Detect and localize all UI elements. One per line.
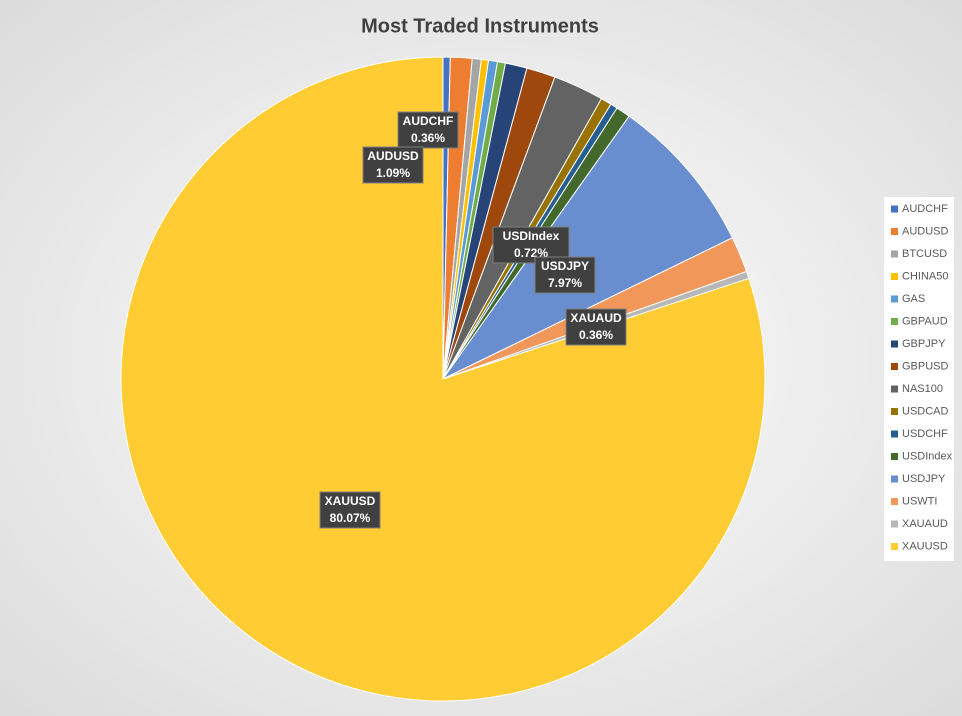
legend-swatch <box>891 408 898 415</box>
data-label: USDJPY 7.97% <box>534 256 596 294</box>
legend-label: CHINA50 <box>902 270 948 282</box>
legend-swatch <box>891 498 898 505</box>
legend-swatch <box>891 453 898 460</box>
legend-swatch <box>891 363 898 370</box>
legend-label: USWTI <box>902 495 937 507</box>
legend-label: GBPUSD <box>902 360 949 372</box>
data-label-value: 80.07% <box>330 511 371 525</box>
data-label-box <box>319 491 381 529</box>
legend-label: USDCAD <box>902 405 949 417</box>
data-label-value: 1.09% <box>376 166 410 180</box>
legend-label: XAUUSD <box>902 540 948 552</box>
legend-swatch <box>891 205 898 213</box>
data-label-value: 7.97% <box>548 276 582 290</box>
pie-slice <box>120 56 766 702</box>
legend-swatch <box>891 295 898 303</box>
legend-label: XAUAUD <box>902 518 948 530</box>
legend-swatch <box>891 430 898 438</box>
data-label-value: 0.36% <box>579 328 613 342</box>
legend-label: GBPJPY <box>902 338 946 350</box>
legend-label: BTCUSD <box>902 248 947 260</box>
data-label-name: AUDUSD <box>367 149 419 163</box>
legend-label: GAS <box>902 293 925 305</box>
legend-swatch <box>891 385 898 393</box>
data-label-box <box>397 111 459 149</box>
data-label: XAUUSD 80.07% <box>319 491 381 529</box>
data-label-box <box>362 146 424 184</box>
data-label-name: USDJPY <box>541 259 589 273</box>
legend-swatch <box>891 318 898 325</box>
legend-swatch <box>891 228 898 235</box>
legend-swatch <box>891 273 898 280</box>
legend-swatch <box>891 475 898 483</box>
data-label: AUDCHF 0.36% <box>397 111 459 149</box>
legend-label: USDCHF <box>902 428 948 440</box>
legend-swatch <box>891 543 898 550</box>
data-label-name: AUDCHF <box>403 114 454 128</box>
legend-label: USDJPY <box>902 473 946 485</box>
legend-swatch <box>891 250 898 258</box>
legend-label: AUDCHF <box>902 203 948 215</box>
legend-swatch <box>891 340 898 348</box>
legend-label: USDIndex <box>902 450 953 462</box>
data-label: XAUAUD 0.36% <box>565 308 627 346</box>
data-label-box <box>565 308 627 346</box>
data-label: AUDUSD 1.09% <box>362 146 424 184</box>
data-label-name: XAUAUD <box>570 311 622 325</box>
legend-label: GBPAUD <box>902 315 948 327</box>
data-label-name: XAUUSD <box>325 494 376 508</box>
data-label-value: 0.36% <box>411 131 445 145</box>
legend-label: NAS100 <box>902 383 943 395</box>
pie-slice <box>442 115 734 380</box>
chart-title: Most Traded Instruments <box>361 15 599 37</box>
legend-swatch <box>891 520 898 528</box>
data-label-box <box>534 256 596 294</box>
legend-label: AUDUSD <box>902 225 949 237</box>
data-label-name: USDIndex <box>503 229 560 243</box>
